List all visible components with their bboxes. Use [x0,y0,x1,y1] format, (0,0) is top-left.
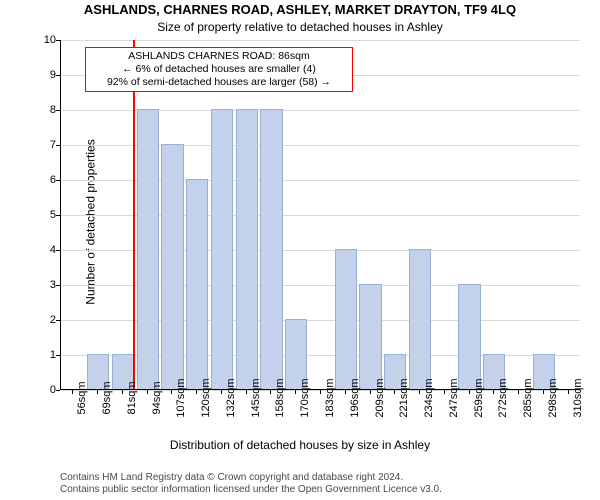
x-tick-mark [518,390,519,394]
annotation-line3: 92% of semi-detached houses are larger (… [90,76,348,89]
x-tick-mark [543,390,544,394]
plot-area [60,40,580,390]
annotation-box: ASHLANDS CHARNES ROAD: 86sqm ← 6% of det… [85,47,353,92]
x-tick-mark [568,390,569,394]
footer-attribution: Contains HM Land Registry data © Crown c… [60,472,442,496]
x-tick-label: 221sqm [398,378,410,417]
x-tick-mark [246,390,247,394]
x-tick-label: 285sqm [522,378,534,417]
bar [137,109,159,389]
x-tick-label: 158sqm [274,378,286,417]
x-tick-mark [147,390,148,394]
bar [211,109,233,389]
gridline [61,40,580,41]
x-tick-mark [196,390,197,394]
y-tick-mark [56,320,60,321]
x-axis-label: Distribution of detached houses by size … [0,438,600,452]
x-tick-label: 132sqm [225,378,237,417]
x-tick-mark [171,390,172,394]
y-tick-mark [56,250,60,251]
x-tick-mark [221,390,222,394]
bar [236,109,258,389]
bar [359,284,381,389]
x-tick-mark [394,390,395,394]
x-tick-label: 120sqm [200,378,212,417]
x-tick-label: 81sqm [126,381,138,414]
x-tick-mark [370,390,371,394]
y-tick-label: 3 [26,279,56,291]
y-tick-mark [56,180,60,181]
y-tick-label: 7 [26,139,56,151]
footer-line2: Contains public sector information licen… [60,484,442,496]
x-tick-mark [97,390,98,394]
y-tick-label: 0 [26,384,56,396]
bar [161,144,183,389]
y-tick-label: 5 [26,209,56,221]
x-tick-label: 145sqm [250,378,262,417]
x-tick-label: 298sqm [547,378,559,417]
y-tick-label: 10 [26,34,56,46]
y-tick-label: 2 [26,314,56,326]
y-tick-mark [56,215,60,216]
x-tick-label: 196sqm [349,378,361,417]
y-tick-label: 8 [26,104,56,116]
x-tick-mark [320,390,321,394]
x-tick-label: 107sqm [175,378,187,417]
x-tick-label: 310sqm [572,378,584,417]
y-tick-mark [56,145,60,146]
y-tick-label: 1 [26,349,56,361]
x-tick-mark [493,390,494,394]
x-tick-label: 247sqm [448,378,460,417]
chart-container: ASHLANDS, CHARNES ROAD, ASHLEY, MARKET D… [0,0,600,500]
x-tick-label: 183sqm [324,378,336,417]
x-tick-mark [444,390,445,394]
y-tick-mark [56,40,60,41]
x-tick-mark [469,390,470,394]
y-tick-mark [56,355,60,356]
annotation-line2: ← 6% of detached houses are smaller (4) [90,63,348,76]
x-tick-label: 94sqm [151,381,163,414]
bar [186,179,208,389]
y-tick-label: 4 [26,244,56,256]
bar [458,284,480,389]
y-tick-mark [56,285,60,286]
chart-title-main: ASHLANDS, CHARNES ROAD, ASHLEY, MARKET D… [0,2,600,17]
x-tick-label: 209sqm [374,378,386,417]
x-tick-mark [72,390,73,394]
y-tick-label: 9 [26,69,56,81]
x-tick-mark [270,390,271,394]
annotation-line1: ASHLANDS CHARNES ROAD: 86sqm [90,50,348,63]
x-tick-label: 234sqm [423,378,435,417]
x-tick-label: 56sqm [76,381,88,414]
x-tick-mark [419,390,420,394]
x-tick-label: 272sqm [497,378,509,417]
y-tick-mark [56,390,60,391]
x-tick-label: 69sqm [101,381,113,414]
bar [335,249,357,389]
footer-line1: Contains HM Land Registry data © Crown c… [60,472,442,484]
y-tick-label: 6 [26,174,56,186]
x-tick-mark [122,390,123,394]
bar [409,249,431,389]
x-tick-label: 259sqm [473,378,485,417]
x-tick-label: 170sqm [299,378,311,417]
y-tick-mark [56,75,60,76]
chart-title-sub: Size of property relative to detached ho… [0,20,600,34]
y-tick-mark [56,110,60,111]
x-tick-mark [345,390,346,394]
bar [260,109,282,389]
x-tick-mark [295,390,296,394]
